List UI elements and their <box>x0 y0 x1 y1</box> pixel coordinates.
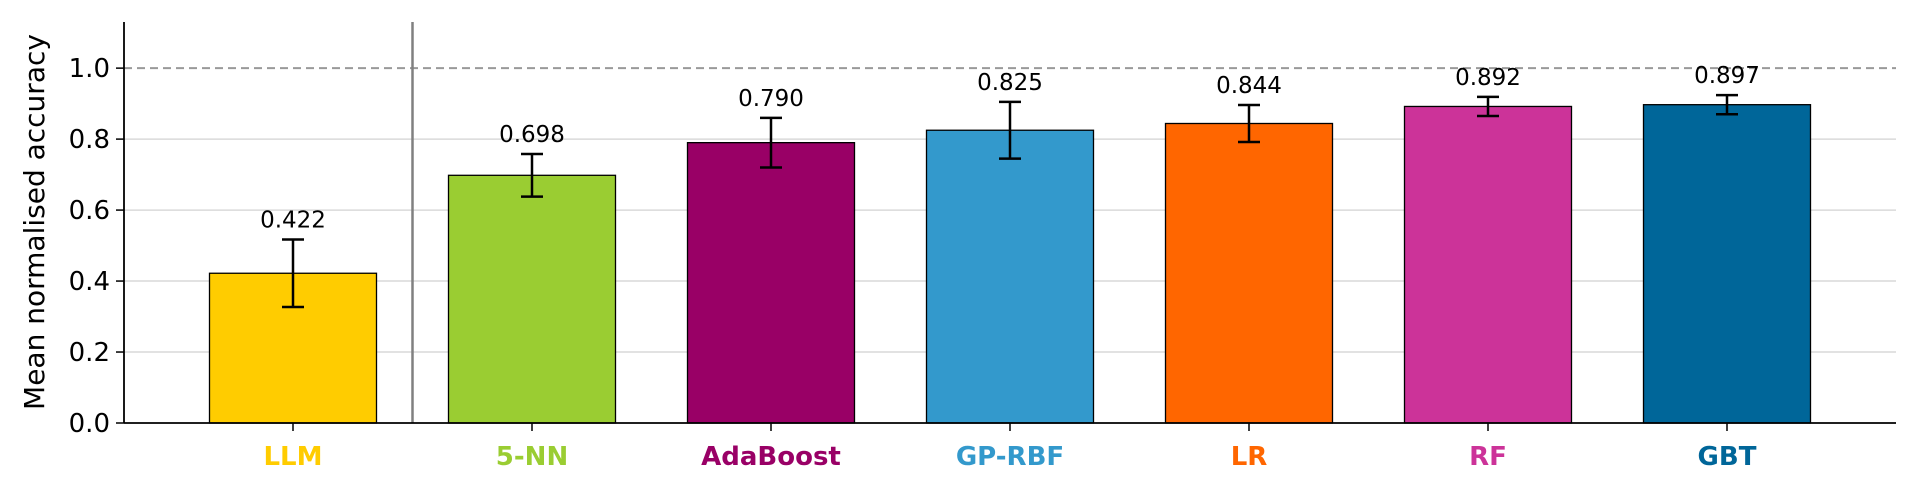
value-label: 0.422 <box>260 208 326 234</box>
y-tick-label: 0.2 <box>69 338 110 368</box>
y-tick-label: 0.4 <box>69 267 110 297</box>
y-tick-label: 0.6 <box>69 196 110 226</box>
value-label: 0.790 <box>738 86 804 112</box>
bar <box>447 174 617 424</box>
bar <box>1403 105 1573 424</box>
value-label: 0.698 <box>499 122 565 148</box>
value-label: 0.844 <box>1216 73 1282 99</box>
y-ticks-group: 0.0 0.2 0.4 0.6 0.8 1.0 <box>69 54 124 439</box>
value-label: 0.825 <box>977 70 1043 96</box>
y-tick-label: 0.0 <box>69 409 110 439</box>
y-axis-title: Mean normalised accuracy <box>18 34 51 410</box>
x-tick-label: GP-RBF <box>956 442 1064 472</box>
value-labels-group: 0.422 0.698 0.790 0.825 0.844 0.892 0.897 <box>260 63 1760 233</box>
x-tick-label: RF <box>1469 442 1507 472</box>
x-tick-label: GBT <box>1698 442 1757 472</box>
bars-group <box>208 104 1812 424</box>
x-tick-label: LR <box>1231 442 1268 472</box>
error-bars-group <box>282 93 1738 309</box>
x-tick-label: 5-NN <box>496 442 568 472</box>
bar <box>686 142 856 424</box>
value-label: 0.892 <box>1455 65 1521 91</box>
bar <box>1164 122 1334 424</box>
y-tick-label: 0.8 <box>69 125 110 155</box>
x-labels-group: LLM 5-NN AdaBoost GP-RBF LR RF GBT <box>263 423 1757 472</box>
value-label: 0.897 <box>1694 63 1760 89</box>
bar <box>1642 104 1812 424</box>
x-tick-label: AdaBoost <box>701 442 841 472</box>
x-tick-label: LLM <box>263 442 322 472</box>
bar <box>925 129 1095 424</box>
y-tick-label: 1.0 <box>69 54 110 84</box>
